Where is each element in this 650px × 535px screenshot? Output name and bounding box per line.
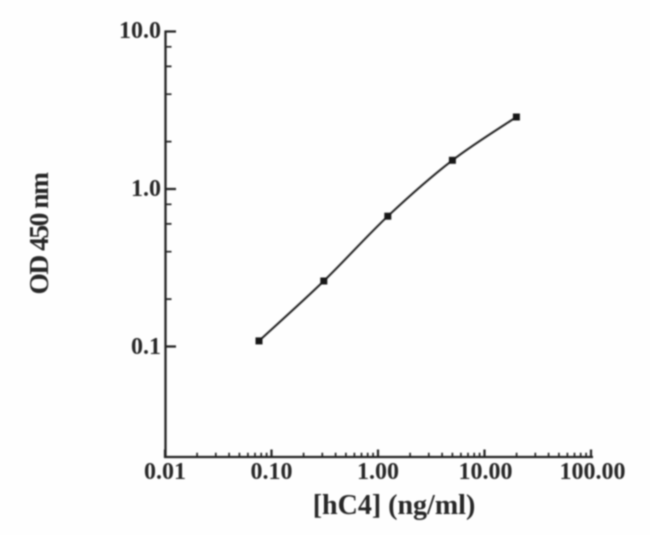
svg-text:10.00: 10.00 <box>459 459 513 485</box>
svg-text:0.1: 0.1 <box>131 334 161 360</box>
svg-text:[hC4] (ng/ml): [hC4] (ng/ml) <box>313 490 476 521</box>
svg-text:10.0: 10.0 <box>119 18 161 44</box>
svg-text:1.0: 1.0 <box>131 176 161 202</box>
svg-text:100.00: 100.00 <box>560 459 626 485</box>
svg-text:1.00: 1.00 <box>357 459 399 485</box>
svg-text:OD 450 nm: OD 450 nm <box>23 172 54 295</box>
svg-text:0.10: 0.10 <box>251 459 293 485</box>
svg-text:0.01: 0.01 <box>144 459 186 485</box>
